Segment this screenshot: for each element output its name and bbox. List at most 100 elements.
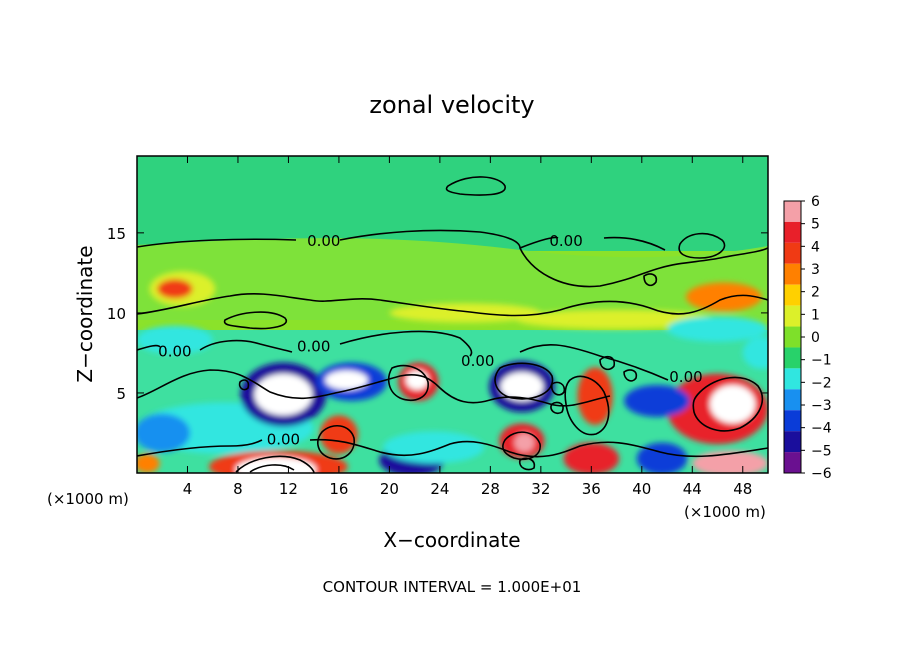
- colorbar-label: −4: [811, 421, 832, 437]
- colorbar-swatch: [784, 452, 801, 473]
- x-tick-label: 12: [279, 480, 298, 498]
- contour-line: [223, 311, 288, 330]
- x-unit-left: (×1000 m): [47, 490, 129, 508]
- y-tick-label: 10: [107, 305, 126, 323]
- x-tick-label: 28: [481, 480, 500, 498]
- y-tick-labels: 5 10 15: [107, 225, 126, 403]
- contour-line: [249, 464, 295, 473]
- contour-interval-note: CONTOUR INTERVAL = 1.000E+01: [323, 578, 582, 596]
- colorbar-swatch: [784, 305, 801, 327]
- colorbar-swatch: [784, 389, 801, 411]
- contour-label: 0.00: [158, 342, 191, 360]
- colorbar-swatch: [784, 410, 801, 432]
- contour-line: [623, 369, 638, 382]
- colorbar-swatch: [784, 284, 801, 306]
- velocity-feature: [383, 431, 485, 464]
- velocity-feature: [709, 384, 756, 424]
- contour-line: [137, 438, 768, 458]
- colorbar-label: 1: [811, 307, 820, 323]
- colorbar-swatch: [784, 431, 801, 453]
- contour-line: [550, 381, 566, 396]
- colorbar: 6 5 4 3 2 1 0 −1 −2 −3 −4 −5 −6: [783, 194, 832, 482]
- x-tick-label: 4: [183, 480, 193, 498]
- contour-line: [235, 455, 315, 473]
- colorbar-swatch: [784, 242, 801, 264]
- velocity-feature: [319, 415, 358, 454]
- x-axis-label: X−coordinate: [383, 528, 520, 552]
- velocity-feature: [685, 282, 762, 312]
- contour-line: [137, 229, 768, 288]
- contour-line: [387, 364, 429, 402]
- x-tick-label: 36: [582, 480, 601, 498]
- velocity-feature: [514, 432, 535, 453]
- velocity-feature: [235, 456, 317, 473]
- colorbar-label: −1: [811, 353, 832, 369]
- velocity-feature: [137, 413, 190, 453]
- contour-line: [518, 457, 536, 471]
- contour-labels: 0.00 0.00 0.00 0.00 0.00 0.00 0.00: [158, 232, 703, 449]
- x-unit-right: (×1000 m): [684, 503, 766, 521]
- y-tick-label: 15: [107, 225, 126, 243]
- contour-line: [494, 362, 554, 400]
- x-tick-label: 8: [233, 480, 243, 498]
- contour-line: [137, 330, 669, 381]
- x-tick-labels: 4 8 12 16 20 24 28 32 36 40 44 48: [183, 480, 753, 498]
- contour-line: [519, 236, 666, 251]
- colorbar-label: 5: [811, 217, 820, 233]
- velocity-feature: [500, 372, 544, 401]
- contour-label: 0.00: [461, 352, 494, 370]
- contour-line: [238, 379, 250, 391]
- velocity-feature: [325, 370, 368, 390]
- velocity-feature: [254, 373, 313, 416]
- colorbar-label: −6: [811, 466, 832, 482]
- upper-band: [137, 156, 768, 251]
- axis-ticks: [137, 156, 768, 473]
- contour-line: [550, 401, 564, 415]
- x-tick-label: 48: [733, 480, 752, 498]
- velocity-feature: [137, 453, 160, 473]
- velocity-feature: [667, 316, 768, 342]
- colorbar-label: 6: [811, 194, 820, 210]
- colorbar-swatch: [784, 263, 801, 285]
- x-tick-label: 40: [632, 480, 651, 498]
- contour-line: [678, 232, 726, 259]
- velocity-feature: [515, 309, 718, 329]
- velocity-feature: [389, 303, 541, 323]
- colorbar-label: 3: [811, 262, 820, 278]
- colorbar-swatch: [784, 368, 801, 390]
- y-axis-label: Z−coordinate: [73, 245, 97, 382]
- colorbar-label: −2: [811, 375, 832, 391]
- velocity-feature: [577, 367, 613, 425]
- colorbar-label: 2: [811, 285, 820, 301]
- x-tick-label: 16: [329, 480, 348, 498]
- contour-label: 0.00: [307, 232, 340, 250]
- velocity-feature: [137, 325, 213, 355]
- colorbar-swatch: [784, 221, 801, 243]
- velocity-feature: [405, 370, 429, 390]
- velocity-feature: [636, 442, 688, 473]
- mid-band: [137, 238, 768, 320]
- plot-area: 0.00 0.00 0.00 0.00 0.00 0.00 0.00: [136, 155, 769, 474]
- contour-line: [137, 293, 768, 317]
- velocity-feature: [157, 279, 193, 299]
- plot-frame: [136, 155, 769, 474]
- colorbar-swatch: [784, 347, 801, 369]
- colorbar-label: 0: [811, 330, 820, 346]
- contour-label: 0.00: [267, 430, 300, 448]
- contour-line: [445, 176, 506, 196]
- x-tick-label: 44: [683, 480, 702, 498]
- x-tick-label: 24: [430, 480, 449, 498]
- colorbar-swatch: [784, 326, 801, 348]
- y-tick-label: 5: [116, 385, 126, 403]
- x-tick-label: 20: [380, 480, 399, 498]
- colorbar-label: −5: [811, 443, 832, 459]
- contour-label: 0.00: [669, 368, 702, 386]
- colorbar-swatch: [784, 201, 801, 222]
- contour-lines: [137, 176, 768, 473]
- contour-line: [564, 375, 610, 436]
- contour-line: [643, 273, 658, 287]
- contour-line: [317, 425, 355, 460]
- velocity-field: [137, 271, 768, 473]
- x-tick-label: 32: [531, 480, 550, 498]
